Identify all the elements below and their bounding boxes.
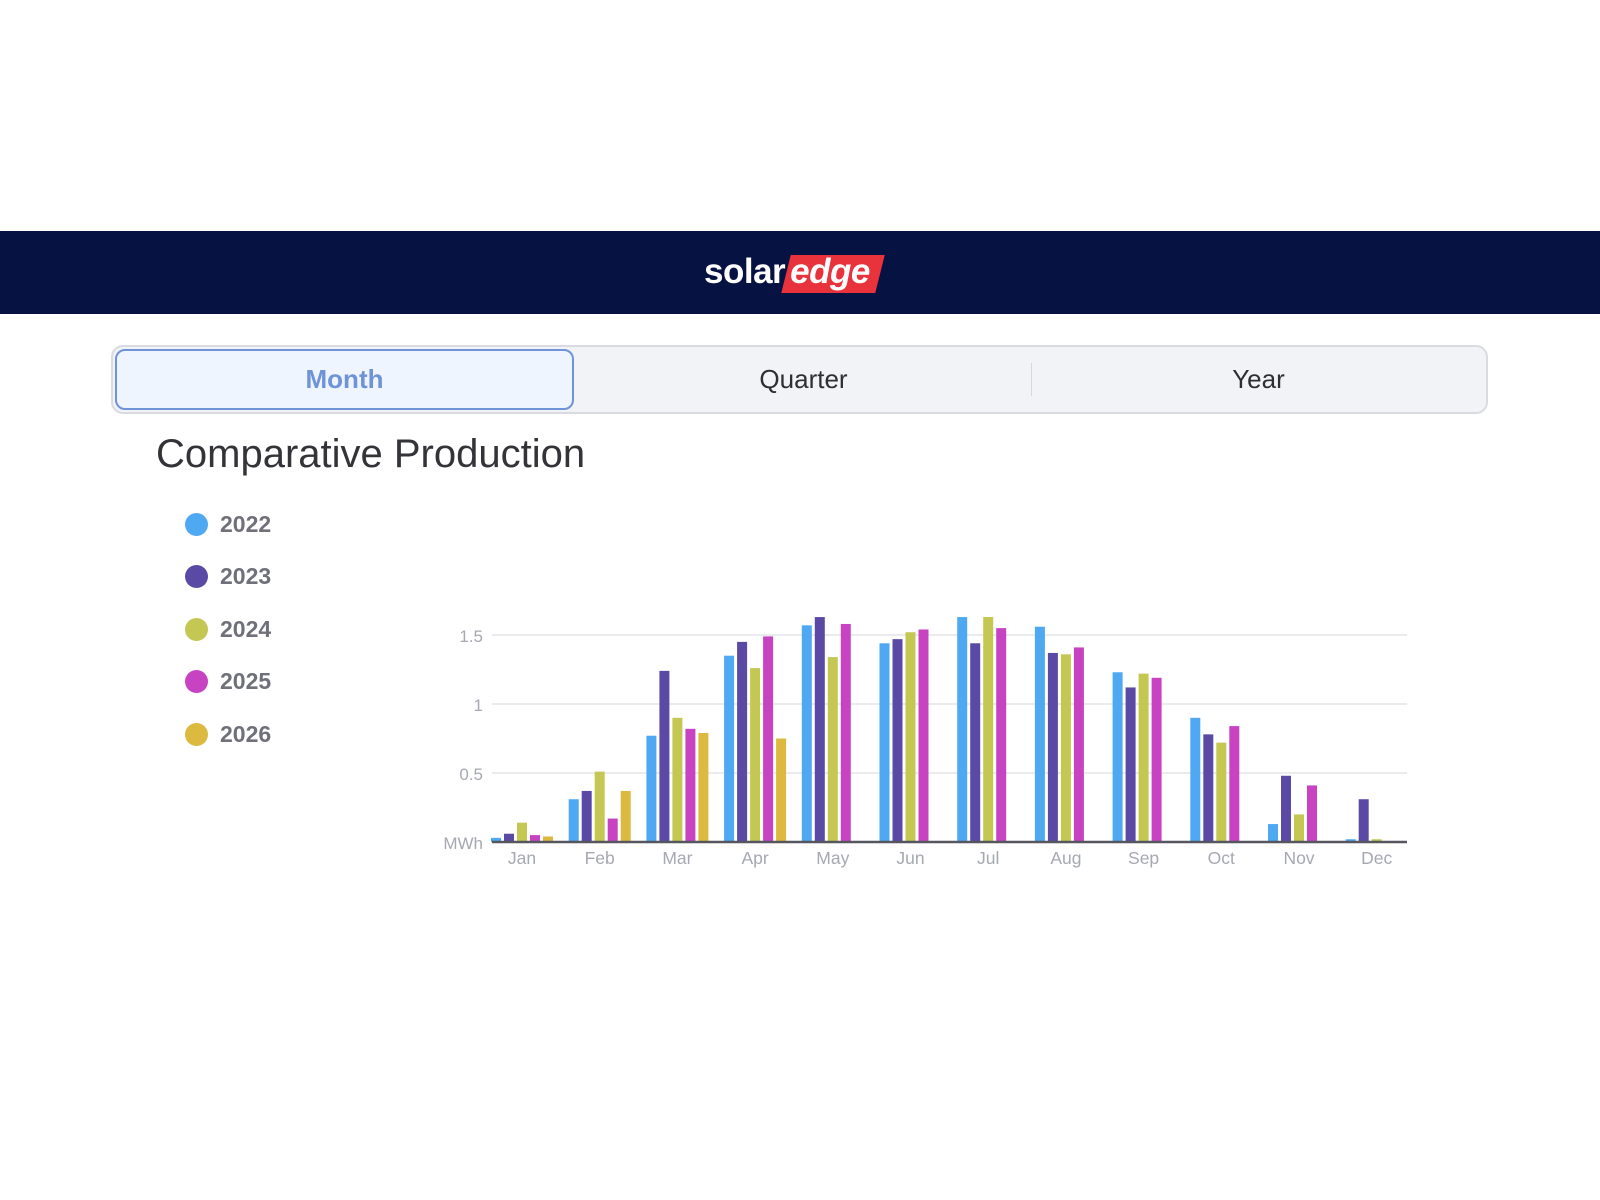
bar-2022-jul bbox=[957, 617, 968, 842]
bar-2025-apr bbox=[763, 636, 774, 842]
bar-2022-may bbox=[801, 625, 812, 842]
bar-2024-mar bbox=[672, 717, 683, 842]
legend-item-2025[interactable]: 2025 bbox=[185, 656, 271, 709]
bar-2022-dec bbox=[1345, 839, 1356, 842]
y-tick-label: 1 bbox=[474, 696, 483, 715]
bar-2025-feb bbox=[607, 818, 618, 842]
bar-2024-jul bbox=[983, 617, 994, 842]
legend-dot-2025 bbox=[185, 670, 208, 694]
x-tick-label: Jan bbox=[508, 848, 536, 868]
bar-2022-oct bbox=[1190, 717, 1201, 842]
bar-2023-jul bbox=[970, 643, 981, 842]
x-tick-label: Apr bbox=[741, 848, 768, 868]
legend-label: 2022 bbox=[220, 510, 272, 537]
tab-year[interactable]: Year bbox=[1031, 347, 1486, 412]
bar-2022-mar bbox=[646, 735, 657, 842]
legend-dot-2022 bbox=[185, 512, 208, 536]
page-title: Comparative Production bbox=[156, 432, 586, 476]
legend-item-2022[interactable]: 2022 bbox=[185, 498, 271, 551]
bar-2023-jan bbox=[504, 833, 514, 842]
legend-label: 2025 bbox=[220, 668, 272, 695]
y-tick-label: 0.5 bbox=[459, 765, 483, 784]
legend-dot-2024 bbox=[185, 617, 208, 641]
bar-2025-jan bbox=[530, 835, 540, 842]
bar-2022-aug bbox=[1034, 626, 1045, 842]
logo-word-solar: solar bbox=[704, 252, 786, 291]
bar-2026-apr bbox=[776, 738, 787, 842]
bar-2022-nov bbox=[1268, 824, 1278, 842]
bar-2022-sep bbox=[1112, 672, 1123, 842]
bar-2023-aug bbox=[1047, 652, 1058, 842]
bar-2025-sep bbox=[1151, 677, 1162, 842]
bar-2025-jul bbox=[996, 628, 1007, 842]
x-tick-label: Mar bbox=[662, 848, 692, 868]
bar-2024-apr bbox=[750, 668, 761, 842]
x-tick-label: Oct bbox=[1208, 848, 1235, 868]
bar-2024-jan bbox=[517, 822, 527, 842]
bar-2024-nov bbox=[1294, 814, 1304, 842]
x-tick-label: May bbox=[816, 848, 849, 868]
bar-2026-mar bbox=[698, 732, 709, 842]
legend-item-2026[interactable]: 2026 bbox=[185, 708, 271, 761]
bar-2023-jun bbox=[892, 639, 903, 842]
bar-2023-sep bbox=[1125, 687, 1136, 842]
bar-2024-aug bbox=[1060, 654, 1071, 842]
y-tick-label: 1.5 bbox=[459, 627, 483, 646]
bar-2025-may bbox=[840, 623, 851, 842]
bar-2024-oct bbox=[1216, 742, 1227, 842]
bar-2025-aug bbox=[1073, 647, 1084, 842]
legend-dot-2026 bbox=[185, 722, 208, 746]
bar-2024-dec bbox=[1371, 839, 1382, 842]
x-tick-label: Nov bbox=[1283, 848, 1314, 868]
x-tick-label: Jun bbox=[896, 848, 924, 868]
chart-legend: 2022 2023 2024 2025 2026 bbox=[185, 498, 271, 761]
bar-2026-jan bbox=[543, 836, 553, 842]
bar-2023-mar bbox=[659, 670, 670, 842]
legend-label: 2026 bbox=[220, 720, 272, 747]
bar-2025-nov bbox=[1307, 785, 1317, 842]
bar-2023-may bbox=[814, 617, 825, 842]
solaredge-logo: solar edge bbox=[704, 250, 885, 294]
tab-month[interactable]: Month bbox=[115, 349, 574, 410]
bar-2025-oct bbox=[1229, 726, 1240, 842]
bar-2024-jun bbox=[905, 632, 916, 842]
bar-2023-apr bbox=[737, 641, 748, 842]
bar-2024-may bbox=[827, 657, 838, 842]
logo-word-edge: edge bbox=[790, 252, 870, 291]
bar-2023-feb bbox=[581, 790, 592, 842]
legend-label: 2024 bbox=[220, 615, 272, 642]
legend-dot-2023 bbox=[185, 565, 208, 589]
x-tick-label: Jul bbox=[977, 848, 999, 868]
bar-2025-jun bbox=[918, 629, 929, 842]
bar-2023-oct bbox=[1203, 734, 1214, 842]
bar-2025-mar bbox=[685, 728, 696, 842]
bar-2022-jun bbox=[879, 643, 890, 842]
legend-label: 2023 bbox=[220, 563, 272, 590]
x-tick-label: Feb bbox=[585, 848, 615, 868]
x-tick-label: Aug bbox=[1050, 848, 1081, 868]
legend-item-2024[interactable]: 2024 bbox=[185, 603, 271, 656]
bar-2022-feb bbox=[568, 799, 579, 842]
x-tick-label: Sep bbox=[1128, 848, 1159, 868]
bar-2022-apr bbox=[724, 655, 735, 842]
legend-item-2023[interactable]: 2023 bbox=[185, 551, 271, 604]
bar-2023-dec bbox=[1358, 799, 1369, 842]
period-segmented-control: Month Quarter Year bbox=[111, 345, 1488, 414]
x-tick-label: Dec bbox=[1361, 848, 1392, 868]
bar-2024-feb bbox=[594, 771, 605, 842]
bar-2022-jan bbox=[491, 837, 501, 842]
logo-edge-badge: edge bbox=[781, 252, 885, 293]
y-tick-label: MWh bbox=[443, 834, 483, 853]
tab-quarter[interactable]: Quarter bbox=[759, 364, 848, 394]
bar-2024-sep bbox=[1138, 673, 1149, 842]
bar-2023-nov bbox=[1281, 775, 1291, 842]
bar-2026-feb bbox=[620, 790, 631, 842]
